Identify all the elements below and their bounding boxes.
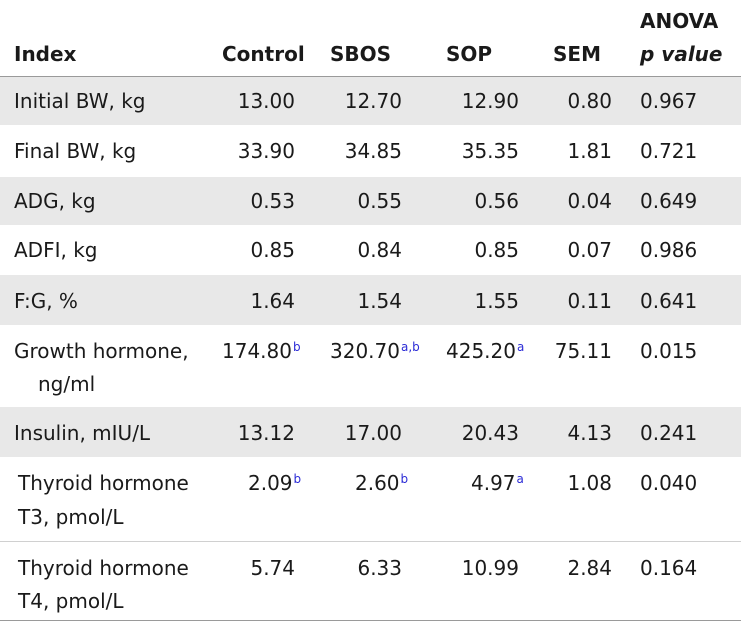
sop-value: 4.97a — [471, 471, 524, 495]
row-label-unit: T3, pmol/L — [18, 505, 124, 529]
row-label: Final BW, kg — [14, 139, 137, 163]
sop-value: 0.85 — [474, 238, 519, 262]
row-label: F:G, % — [14, 289, 78, 313]
table-row: Growth hormone, ng/ml 174.80b 320.70a,b … — [0, 325, 741, 407]
table-row: ADG, kg 0.53 0.55 0.56 0.04 0.649 — [0, 177, 741, 225]
sem-value: 0.07 — [567, 238, 612, 262]
sop-value: 35.35 — [461, 139, 519, 163]
sem-value: 2.84 — [567, 556, 612, 580]
sop-value: 12.90 — [461, 89, 519, 113]
sbos-value: 2.60b — [355, 471, 409, 495]
table-row: F:G, % 1.64 1.54 1.55 0.11 0.641 — [0, 275, 741, 325]
sop-value: 0.56 — [474, 189, 519, 213]
header-sop: SOP — [446, 42, 493, 66]
p-value: 0.164 — [640, 556, 698, 580]
row-label-unit: T4, pmol/L — [18, 589, 124, 613]
table-row: Thyroid hormone T4, pmol/L 5.74 6.33 10.… — [0, 541, 741, 621]
sop-value: 10.99 — [461, 556, 519, 580]
row-label: Thyroid hormone — [18, 471, 189, 495]
sbos-value: 320.70a,b — [330, 339, 420, 363]
sbos-value: 12.70 — [344, 89, 402, 113]
table-row: Insulin, mIU/L 13.12 17.00 20.43 4.13 0.… — [0, 407, 741, 457]
p-value: 0.986 — [640, 238, 698, 262]
p-value: 0.241 — [640, 421, 698, 445]
sem-value: 0.80 — [567, 89, 612, 113]
control-value: 2.09b — [248, 471, 302, 495]
p-value: 0.641 — [640, 289, 698, 313]
control-value: 5.74 — [250, 556, 295, 580]
sbos-value: 17.00 — [344, 421, 402, 445]
control-value: 0.53 — [250, 189, 295, 213]
row-label: ADG, kg — [14, 189, 96, 213]
sbos-value: 6.33 — [357, 556, 402, 580]
row-label: Initial BW, kg — [14, 89, 146, 113]
row-label: Growth hormone, — [14, 339, 189, 363]
significance-superscript: a — [516, 340, 525, 354]
header-sem: SEM — [553, 42, 601, 66]
bottom-rule — [0, 620, 741, 621]
significance-superscript: a — [516, 472, 524, 486]
sem-value: 1.81 — [567, 139, 612, 163]
control-value: 33.90 — [237, 139, 295, 163]
header-anova: ANOVA — [640, 9, 719, 33]
header-control: Control — [222, 42, 305, 66]
table-row: ADFI, kg 0.85 0.84 0.85 0.07 0.986 — [0, 225, 741, 275]
table-row: Thyroid hormone T3, pmol/L 2.09b 2.60b 4… — [0, 457, 741, 541]
control-value: 174.80b — [222, 339, 301, 363]
sem-value: 4.13 — [567, 421, 612, 445]
header-sbos: SBOS — [330, 42, 392, 66]
row-label-unit: ng/ml — [38, 372, 96, 396]
row-label: Insulin, mIU/L — [14, 421, 151, 445]
sop-value: 20.43 — [461, 421, 519, 445]
table-row: Initial BW, kg 13.00 12.70 12.90 0.80 0.… — [0, 77, 741, 125]
sem-value: 75.11 — [554, 339, 612, 363]
control-value: 13.12 — [237, 421, 295, 445]
control-value: 13.00 — [237, 89, 295, 113]
header-index: Index — [14, 42, 77, 66]
significance-superscript: b — [292, 340, 301, 354]
header-p-value: p value — [640, 42, 723, 66]
significance-superscript: b — [293, 472, 302, 486]
control-value: 1.64 — [250, 289, 295, 313]
p-value: 0.649 — [640, 189, 698, 213]
p-value: 0.040 — [640, 471, 698, 495]
sbos-value: 34.85 — [344, 139, 402, 163]
significance-superscript: a,b — [400, 340, 420, 354]
control-value: 0.85 — [250, 238, 295, 262]
sem-value: 0.11 — [567, 289, 612, 313]
p-value: 0.967 — [640, 89, 698, 113]
sem-value: 1.08 — [567, 471, 612, 495]
p-value: 0.721 — [640, 139, 698, 163]
row-label: Thyroid hormone — [18, 556, 189, 580]
table-header: Index Control SBOS SOP SEM ANOVA p value — [0, 0, 741, 77]
p-value: 0.015 — [640, 339, 698, 363]
sop-value: 425.20a — [446, 339, 525, 363]
sem-value: 0.04 — [567, 189, 612, 213]
sop-value: 1.55 — [474, 289, 519, 313]
sbos-value: 0.84 — [357, 238, 402, 262]
table-row: Final BW, kg 33.90 34.85 35.35 1.81 0.72… — [0, 125, 741, 177]
row-label: ADFI, kg — [14, 238, 98, 262]
sbos-value: 0.55 — [357, 189, 402, 213]
sbos-value: 1.54 — [357, 289, 402, 313]
significance-superscript: b — [400, 472, 409, 486]
